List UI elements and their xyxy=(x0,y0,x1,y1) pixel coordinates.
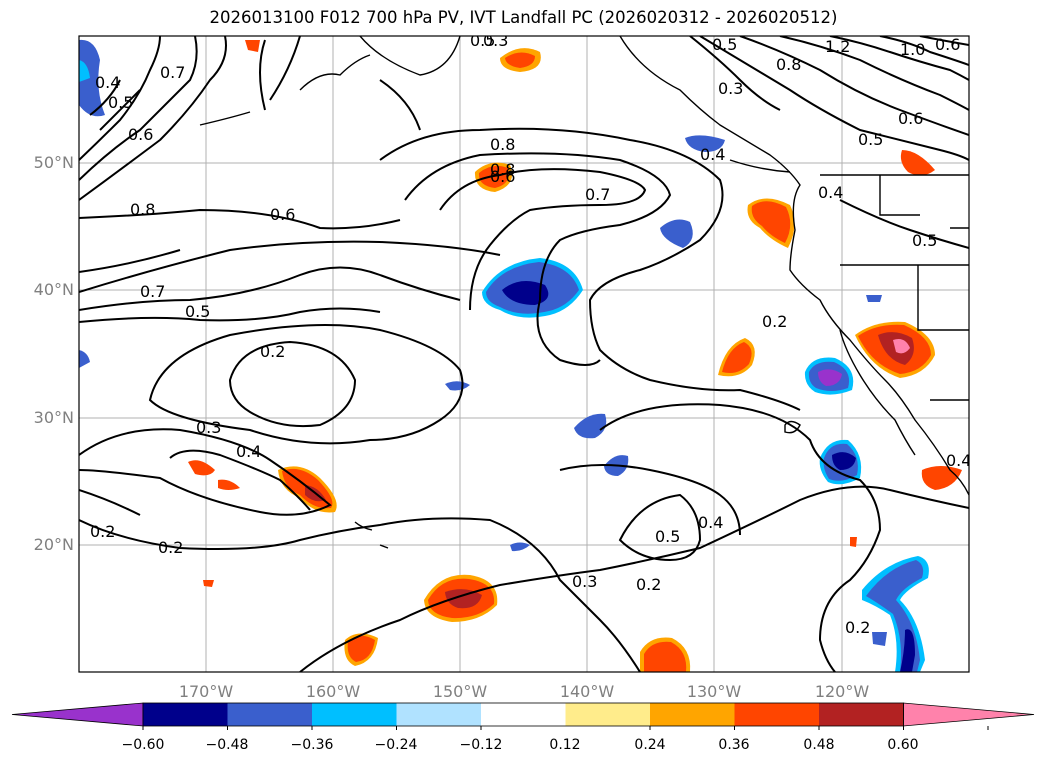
svg-text:0.4: 0.4 xyxy=(818,183,843,202)
colorbar-tick: −0.48 xyxy=(205,737,249,753)
colorbar-segment xyxy=(734,703,820,726)
svg-text:0.4: 0.4 xyxy=(700,145,725,164)
svg-text:0.4: 0.4 xyxy=(236,442,261,461)
svg-text:0.3: 0.3 xyxy=(196,418,221,437)
colorbar-segment xyxy=(481,703,566,726)
pv-filled-regions xyxy=(79,39,962,672)
svg-text:0.3: 0.3 xyxy=(483,31,508,50)
svg-text:0.2: 0.2 xyxy=(762,312,787,331)
colorbar-segment xyxy=(396,703,482,726)
svg-text:0.3: 0.3 xyxy=(572,572,597,591)
colorbar-tick: 0.36 xyxy=(718,737,750,753)
svg-text:0.2: 0.2 xyxy=(90,522,115,541)
svg-text:0.6: 0.6 xyxy=(490,167,515,186)
svg-text:0.5: 0.5 xyxy=(712,35,737,54)
svg-text:0.5: 0.5 xyxy=(858,130,883,149)
svg-text:0.6: 0.6 xyxy=(898,109,923,128)
svg-text:0.5: 0.5 xyxy=(108,93,133,112)
svg-text:0.3: 0.3 xyxy=(718,79,743,98)
svg-text:0.2: 0.2 xyxy=(260,342,285,361)
svg-text:0.4: 0.4 xyxy=(698,513,723,532)
svg-text:1.0: 1.0 xyxy=(900,40,925,59)
colorbar-segment xyxy=(565,703,651,726)
lon-label-150w: 150°W xyxy=(432,682,488,701)
lon-label-160w: 160°W xyxy=(305,682,361,701)
svg-text:0.5: 0.5 xyxy=(655,527,680,546)
svg-text:0.7: 0.7 xyxy=(160,63,185,82)
colorbar-tick: −0.24 xyxy=(374,737,418,753)
svg-text:0.4: 0.4 xyxy=(95,73,120,92)
colorbar-segment xyxy=(819,703,904,726)
svg-text:0.2: 0.2 xyxy=(158,538,183,557)
map-panel xyxy=(79,36,969,672)
colorbar-segment xyxy=(312,703,397,726)
colorbar-extend-max xyxy=(903,702,1035,727)
colorbar xyxy=(11,702,1035,730)
map-title: 2026013100 F012 700 hPa PV, IVT Landfall… xyxy=(209,8,838,27)
lon-label-170w: 170°W xyxy=(178,682,234,701)
pv-contours xyxy=(79,36,969,672)
svg-text:0.8: 0.8 xyxy=(490,160,515,179)
svg-text:0.4: 0.4 xyxy=(946,451,971,470)
colorbar-extend-min xyxy=(11,702,144,727)
colorbar-tick: −0.12 xyxy=(459,737,503,753)
lat-label-20n: 20°N xyxy=(33,535,74,554)
colorbar-tick: −0.60 xyxy=(121,737,165,753)
svg-text:0.5: 0.5 xyxy=(470,31,495,50)
colorbar-tick: 0.60 xyxy=(887,737,919,753)
svg-text:0.8: 0.8 xyxy=(776,55,801,74)
colorbar-border xyxy=(142,702,904,727)
colorbar-segment xyxy=(650,703,735,726)
svg-text:0.5: 0.5 xyxy=(912,231,937,250)
colorbar-tick: 0.24 xyxy=(634,737,666,753)
colorbar-tick: −0.36 xyxy=(290,737,334,753)
colorbar-segment xyxy=(227,703,313,726)
lat-label-50n: 50°N xyxy=(33,153,74,172)
svg-text:0.8: 0.8 xyxy=(490,135,515,154)
lat-label-40n: 40°N xyxy=(33,280,74,299)
svg-text:0.8: 0.8 xyxy=(130,200,155,219)
svg-text:0.5: 0.5 xyxy=(185,302,210,321)
colorbar-tick: 0.12 xyxy=(549,737,581,753)
svg-text:0.6: 0.6 xyxy=(935,35,960,54)
contour-labels: 0.5 0.4 0.5 0.7 0.6 0.8 0.7 0.5 0.2 0.3 … xyxy=(90,31,971,637)
svg-text:0.6: 0.6 xyxy=(270,205,295,224)
lon-label-120w: 120°W xyxy=(814,682,870,701)
svg-text:0.2: 0.2 xyxy=(636,575,661,594)
svg-text:1.2: 1.2 xyxy=(825,37,850,56)
lon-label-130w: 130°W xyxy=(686,682,742,701)
svg-text:0.6: 0.6 xyxy=(128,125,153,144)
svg-text:0.7: 0.7 xyxy=(585,185,610,204)
coastlines xyxy=(199,36,969,549)
map-border xyxy=(78,35,970,673)
lat-label-30n: 30°N xyxy=(33,408,74,427)
colorbar-tick: 0.48 xyxy=(803,737,835,753)
colorbar-segment xyxy=(143,703,228,726)
svg-text:0.7: 0.7 xyxy=(140,282,165,301)
svg-text:0.2: 0.2 xyxy=(845,618,870,637)
lon-label-140w: 140°W xyxy=(559,682,615,701)
